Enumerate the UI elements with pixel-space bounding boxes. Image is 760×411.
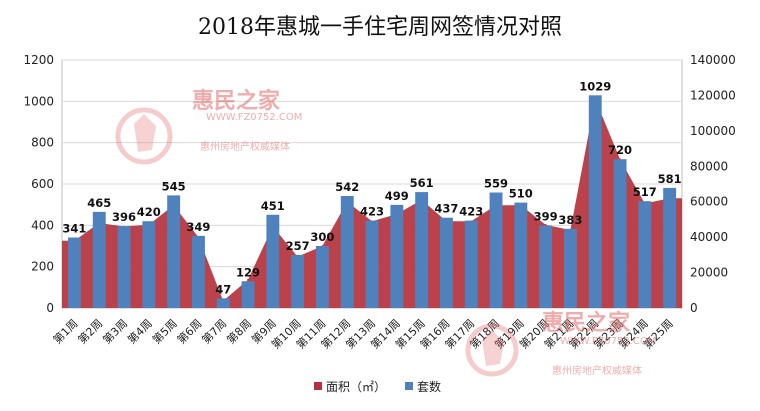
legend-bar-swatch bbox=[405, 382, 413, 390]
y-right-tick-label: 20000 bbox=[690, 266, 728, 280]
bar bbox=[291, 254, 305, 308]
bar-data-label: 510 bbox=[509, 187, 533, 201]
bar bbox=[192, 235, 205, 308]
y-right-tick-label: 40000 bbox=[690, 230, 728, 244]
bar-data-label: 47 bbox=[215, 282, 231, 296]
bar-data-label: 1029 bbox=[579, 79, 611, 93]
bar bbox=[564, 228, 577, 308]
watermark-title: 惠民之家 bbox=[542, 310, 631, 336]
legend-area-label: 面积（㎡） bbox=[326, 380, 386, 394]
bar bbox=[638, 201, 652, 308]
bar-data-label: 517 bbox=[633, 185, 657, 199]
bar bbox=[663, 187, 677, 308]
bar bbox=[340, 196, 354, 308]
bar bbox=[539, 225, 553, 308]
y-left-tick-label: 1200 bbox=[23, 53, 54, 67]
bar-data-label: 300 bbox=[310, 230, 334, 244]
bar-data-label: 383 bbox=[558, 213, 582, 227]
bar-data-label: 499 bbox=[385, 189, 409, 203]
bar bbox=[142, 221, 156, 308]
bar bbox=[167, 195, 181, 308]
bar-data-label: 257 bbox=[286, 239, 310, 253]
watermark-logo bbox=[115, 107, 173, 165]
bar bbox=[316, 246, 329, 308]
y-right-tick-label: 140000 bbox=[690, 53, 736, 67]
bar-data-label: 420 bbox=[137, 205, 161, 219]
y-right-tick-label: 120000 bbox=[690, 88, 736, 102]
y-left-tick-label: 400 bbox=[31, 218, 54, 232]
bar-data-label: 437 bbox=[434, 202, 458, 216]
bar bbox=[365, 220, 379, 308]
legend-bar-label: 套数 bbox=[417, 379, 441, 394]
bar-series bbox=[68, 95, 677, 308]
bar bbox=[68, 237, 81, 308]
chart-title: 2018年惠城一手住宅周网签情况对照 bbox=[198, 15, 562, 40]
bar-data-label: 423 bbox=[459, 205, 483, 219]
bar bbox=[92, 211, 106, 308]
bar bbox=[241, 281, 255, 308]
bar bbox=[613, 159, 627, 308]
bar bbox=[489, 192, 503, 308]
bar-data-label: 423 bbox=[360, 205, 384, 219]
y-left-tick-label: 1000 bbox=[23, 94, 54, 108]
bar-data-label: 559 bbox=[484, 177, 508, 191]
bar-data-label: 465 bbox=[87, 196, 111, 210]
legend: 面积（㎡） 套数 bbox=[314, 379, 441, 394]
bar-data-label: 561 bbox=[410, 176, 434, 190]
bar bbox=[390, 204, 404, 308]
bar bbox=[415, 192, 429, 308]
bar bbox=[588, 95, 602, 308]
area-point bbox=[544, 223, 547, 226]
legend-area-swatch bbox=[314, 382, 322, 390]
bar bbox=[514, 202, 528, 308]
bar bbox=[266, 214, 280, 308]
watermark-url: WWW.FZ0752.COM bbox=[206, 112, 302, 123]
bar-data-label: 545 bbox=[162, 179, 186, 193]
y-axis-right: 0 20000 40000 60000 80000 100000 120000 140000 bbox=[690, 53, 736, 315]
watermark-logo bbox=[465, 323, 519, 377]
y-axis-left: 0 200 400 600 800 1000 1200 bbox=[23, 53, 54, 315]
bar-data-label: 720 bbox=[608, 143, 632, 157]
bar bbox=[464, 220, 478, 308]
area-point bbox=[247, 278, 249, 281]
bar bbox=[216, 298, 230, 308]
y-left-tick-label: 200 bbox=[31, 260, 54, 274]
y-right-tick-label: 0 bbox=[690, 301, 698, 315]
bar bbox=[440, 217, 453, 308]
y-left-tick-label: 0 bbox=[46, 301, 54, 315]
bar-data-label: 349 bbox=[186, 220, 210, 234]
bar-data-label: 542 bbox=[335, 180, 359, 194]
bar-data-label: 396 bbox=[112, 210, 136, 224]
y-left-tick-label: 600 bbox=[31, 177, 54, 191]
bar-data-label: 581 bbox=[658, 172, 682, 186]
watermark-subtitle: 惠州房地产权威媒体 bbox=[200, 140, 290, 153]
watermark-title: 惠民之家 bbox=[192, 88, 281, 114]
bar bbox=[117, 226, 131, 308]
y-right-tick-label: 80000 bbox=[690, 159, 728, 173]
bar-data-label: 451 bbox=[261, 199, 285, 213]
y-right-tick-label: 100000 bbox=[690, 124, 736, 138]
watermark-url: WWW.FZ0752.COM bbox=[560, 336, 656, 347]
y-right-tick-label: 60000 bbox=[690, 195, 728, 209]
bar-data-label: 341 bbox=[62, 222, 86, 236]
bar-data-label: 129 bbox=[236, 265, 260, 279]
y-left-tick-label: 800 bbox=[31, 136, 54, 150]
bar-data-label: 399 bbox=[534, 210, 558, 224]
watermark-subtitle: 惠州房地产权威媒体 bbox=[552, 364, 642, 377]
